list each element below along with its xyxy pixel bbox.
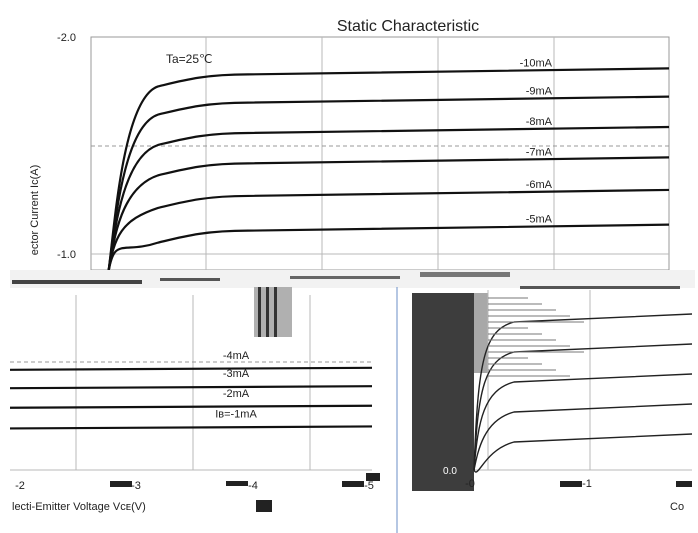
y-tick-label: -2.0 [57,32,76,44]
series-line [474,314,692,470]
series-line [108,68,669,275]
glitch-block [474,293,488,373]
series-label: -2mA [223,388,250,400]
top-series-group: -10mA -9mA -8mA -7mA -6mA -5mA [108,57,669,275]
series-label: Iʙ=-1mA [215,408,257,420]
series-label: -4mA [223,350,250,362]
series-label: -7mA [526,146,553,158]
glitch-block [258,287,261,337]
series-line [108,225,669,275]
series-line [108,97,669,275]
x-tick-label: -0 [465,478,475,490]
y-tick-label: -1.0 [57,249,76,261]
glitch-band [10,270,695,289]
x-tick-label: -1 [582,478,592,490]
bottom-left-series-group: -4mA -3mA -2mA Iʙ=-1mA [10,350,372,429]
x-tick-label: -4 [248,480,258,492]
bottom-right-series-group [474,298,692,472]
x-tick-label: -5 [364,480,374,492]
glitch-bar [12,280,142,284]
bottom-left-panel: -4mA -3mA -2mA Iʙ=-1mA -2 -3 -4 -5 lecti-Em… [10,287,380,513]
y-axis-label: ector Current Ic(A) [29,165,41,255]
glitch-block [676,481,692,487]
x-tick-label: -3 [131,480,141,492]
series-label: -8mA [526,116,553,128]
series-line [10,426,372,428]
series-line [474,374,692,470]
y-tick-label: 0.0 [443,466,457,477]
series-label: -10mA [520,57,553,69]
bottom-right-panel: 0.0 -0 -1 Co [412,290,692,513]
glitch-bar [420,272,510,277]
series-label: -3mA [223,368,250,380]
x-axis-label: Co [670,501,684,513]
series-label: -9mA [526,86,553,98]
top-panel: Static Characteristic Ta=25℃ -2.0 -1.0 e… [29,18,669,275]
glitch-bar [520,286,680,289]
series-line [10,386,372,388]
glitch-block [266,287,269,337]
glitch-block [256,500,272,512]
x-axis-label: lecti-Emitter Voltage Vᴄᴇ(V) [12,501,146,513]
glitch-block [226,481,248,486]
series-line [108,190,669,275]
series-line [10,406,372,408]
glitch-block [274,287,277,337]
series-line [10,368,372,370]
glitch-block [342,481,364,487]
series-line [474,434,692,472]
chart-title: Static Characteristic [337,18,479,35]
glitch-bar [160,278,220,281]
series-label: -5mA [526,214,553,226]
series-line [474,404,692,470]
series-label: -6mA [526,179,553,191]
glitch-block [412,293,474,491]
x-tick-label: -2 [15,480,25,492]
series-line [474,344,692,470]
glitch-block [110,481,132,487]
glitch-block [560,481,582,487]
glitch-bar [290,276,400,279]
glitch-block [366,473,380,481]
temperature-annotation: Ta=25℃ [166,52,213,66]
series-line [108,157,669,275]
